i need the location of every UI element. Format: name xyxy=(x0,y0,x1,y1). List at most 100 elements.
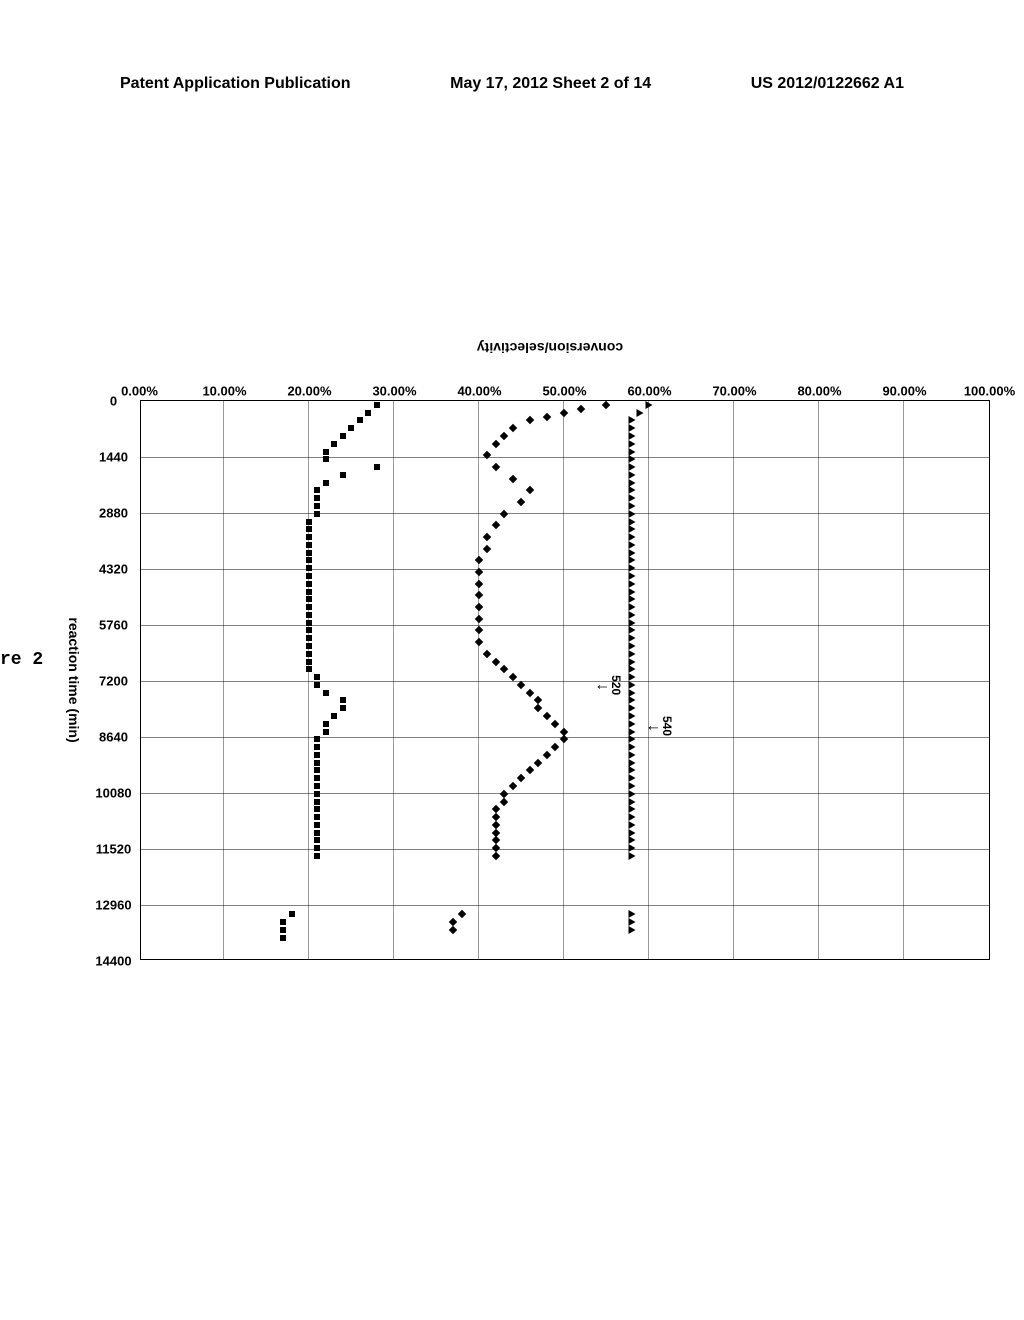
data-point xyxy=(306,557,312,563)
y-tick-label: 40.00% xyxy=(450,384,510,399)
data-point xyxy=(306,573,312,579)
data-point xyxy=(509,424,517,432)
data-point xyxy=(315,806,321,812)
figure-caption: Figure 2 xyxy=(0,650,43,670)
gridline-vertical xyxy=(141,457,989,458)
data-point xyxy=(526,688,534,696)
x-tick-label: 2880 xyxy=(89,506,139,521)
data-point xyxy=(374,464,380,470)
data-point xyxy=(306,651,312,657)
x-tick-label: 11520 xyxy=(89,842,139,857)
data-point xyxy=(315,799,321,805)
gridline-horizontal xyxy=(478,401,479,959)
data-point xyxy=(492,852,500,860)
data-point xyxy=(315,767,321,773)
data-point xyxy=(492,440,500,448)
gridline-vertical xyxy=(141,569,989,570)
data-point xyxy=(306,643,312,649)
data-point xyxy=(551,743,559,751)
data-point xyxy=(340,433,346,439)
data-point xyxy=(602,401,610,409)
data-point xyxy=(475,580,483,588)
data-point xyxy=(500,665,508,673)
data-point xyxy=(509,475,517,483)
x-tick-label: 7200 xyxy=(89,674,139,689)
chart-annotation: 540 xyxy=(661,716,675,736)
y-tick-label: 10.00% xyxy=(195,384,255,399)
data-point xyxy=(332,441,338,447)
data-point xyxy=(332,713,338,719)
page-header: Patent Application Publication May 17, 2… xyxy=(0,75,1024,93)
data-point xyxy=(306,635,312,641)
data-point xyxy=(374,402,380,408)
data-point xyxy=(629,926,636,934)
data-point xyxy=(323,480,329,486)
annotation-arrow-icon: ↓ xyxy=(645,724,663,732)
plot-area: 0144028804320576072008640100801152012960… xyxy=(140,400,990,960)
annotation-arrow-icon: ↓ xyxy=(594,683,612,691)
y-tick-label: 0.00% xyxy=(110,384,170,399)
data-point xyxy=(492,657,500,665)
data-point xyxy=(449,918,457,926)
x-tick-label: 10080 xyxy=(89,786,139,801)
y-tick-label: 80.00% xyxy=(790,384,850,399)
header-right: US 2012/0122662 A1 xyxy=(751,75,904,93)
data-point xyxy=(306,620,312,626)
data-point xyxy=(509,782,517,790)
y-tick-label: 30.00% xyxy=(365,384,425,399)
data-point xyxy=(323,456,329,462)
data-point xyxy=(315,853,321,859)
gridline-horizontal xyxy=(308,401,309,959)
gridline-vertical xyxy=(141,625,989,626)
data-point xyxy=(500,432,508,440)
y-tick-label: 60.00% xyxy=(620,384,680,399)
data-point xyxy=(526,766,534,774)
data-point xyxy=(315,783,321,789)
data-point xyxy=(315,791,321,797)
gridline-horizontal xyxy=(563,401,564,959)
gridline-vertical xyxy=(141,793,989,794)
data-point xyxy=(483,533,491,541)
data-point xyxy=(306,604,312,610)
data-point xyxy=(500,797,508,805)
data-point xyxy=(315,744,321,750)
data-point xyxy=(629,852,636,860)
data-point xyxy=(323,729,329,735)
data-point xyxy=(315,495,321,501)
data-point xyxy=(281,927,287,933)
x-tick-label: 12960 xyxy=(89,898,139,913)
data-point xyxy=(306,534,312,540)
data-point xyxy=(306,612,312,618)
data-point xyxy=(475,638,483,646)
data-point xyxy=(483,545,491,553)
header-center: May 17, 2012 Sheet 2 of 14 xyxy=(450,75,651,93)
data-point xyxy=(281,935,287,941)
data-point xyxy=(526,486,534,494)
data-point xyxy=(492,463,500,471)
data-point xyxy=(646,401,653,409)
data-point xyxy=(306,550,312,556)
data-point xyxy=(500,510,508,518)
data-point xyxy=(315,814,321,820)
data-point xyxy=(323,449,329,455)
data-point xyxy=(357,417,363,423)
x-tick-label: 14400 xyxy=(89,954,139,969)
chart-annotation: 520 xyxy=(610,675,624,695)
data-point xyxy=(526,416,534,424)
gridline-vertical xyxy=(141,905,989,906)
data-point xyxy=(315,760,321,766)
data-point xyxy=(306,596,312,602)
gridline-horizontal xyxy=(903,401,904,959)
data-point xyxy=(306,581,312,587)
y-tick-label: 50.00% xyxy=(535,384,595,399)
data-point xyxy=(315,837,321,843)
data-point xyxy=(315,511,321,517)
data-point xyxy=(500,790,508,798)
data-point xyxy=(551,720,559,728)
data-point xyxy=(315,674,321,680)
data-point xyxy=(315,682,321,688)
data-point xyxy=(315,830,321,836)
data-point xyxy=(366,410,372,416)
data-point xyxy=(543,751,551,759)
data-point xyxy=(475,591,483,599)
